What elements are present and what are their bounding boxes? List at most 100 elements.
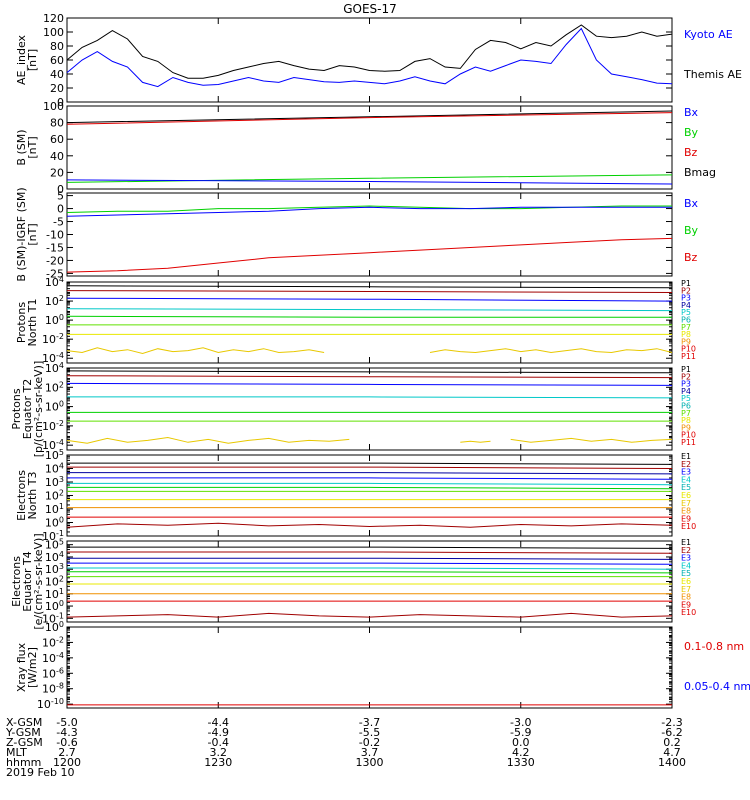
series-line-e6 xyxy=(67,571,673,574)
series-line-p8 xyxy=(66,347,325,355)
series-line-p3 xyxy=(66,382,673,386)
date-label: 2019 Feb 10 xyxy=(6,766,74,779)
y-tick-label: 100 xyxy=(45,599,64,613)
y-axis-label: [nT] xyxy=(26,223,39,245)
series-line-bz xyxy=(66,237,673,273)
legend-entry: E1 xyxy=(681,538,691,547)
y-axis-label: Xray flux xyxy=(15,642,28,692)
legend-entry: E10 xyxy=(681,608,696,617)
y-tick-label: 102 xyxy=(45,380,64,394)
x-row-value: -3.7 xyxy=(359,716,380,729)
y-axis-label: [nT] xyxy=(26,49,39,71)
y-tick-label: 10-2 xyxy=(42,419,64,433)
y-axis-label: [p/(cm²-s-sr-keV)] xyxy=(32,361,45,458)
legend-entry: E8 xyxy=(681,593,691,602)
series-line-p2 xyxy=(66,375,673,379)
y-tick-label: 0 xyxy=(57,183,64,196)
legend-entry: Bmag xyxy=(684,166,716,179)
legend-entry: P8 xyxy=(681,330,691,339)
series-line-p4 xyxy=(66,308,673,312)
y-axis-label: Protons xyxy=(15,302,28,343)
series-line-p2 xyxy=(66,290,673,293)
x-row-label: hhmm xyxy=(6,756,41,769)
legend-entry: P3 xyxy=(681,294,691,303)
y-tick-label: 60 xyxy=(50,133,64,146)
x-row-value: -4.9 xyxy=(208,726,229,739)
x-row-value: -5.0 xyxy=(56,716,77,729)
series-line-e4 xyxy=(67,562,673,565)
y-tick-label: -25 xyxy=(46,267,64,280)
y-tick-label: 10-4 xyxy=(42,651,64,665)
y-axis-label: [e/(cm²-s-sr-keV)] xyxy=(32,533,45,629)
legend-entry: E2 xyxy=(681,546,691,555)
y-tick-label: 10-6 xyxy=(42,666,64,680)
x-row-value: 2.7 xyxy=(58,746,76,759)
panel-3: -25-20-15-10-505 B (SM)-IGRF (SM)[nT] Bx By… xyxy=(15,187,699,281)
y-axis-label: North T1 xyxy=(26,299,39,347)
series-line-bx xyxy=(66,206,672,217)
legend-entry: E10 xyxy=(681,522,696,531)
series-line-e5 xyxy=(67,567,673,570)
series-line-p1 xyxy=(66,285,673,289)
series-line-p7c xyxy=(510,437,673,443)
y-tick-label: 105 xyxy=(45,538,64,552)
legend-entry: Bx xyxy=(684,106,699,119)
legend-entry: P6 xyxy=(681,402,691,411)
panel-frame xyxy=(66,626,673,709)
legend-entry: E5 xyxy=(681,483,691,492)
series-line-e11 xyxy=(66,612,673,618)
y-tick-label: 101 xyxy=(45,502,64,516)
legend-entry: P9 xyxy=(681,423,691,432)
legend-entry: 0.1-0.8 nm xyxy=(684,640,744,653)
x-row-value: 1200 xyxy=(53,756,81,769)
series-line-p3 xyxy=(66,297,673,302)
y-tick-label: 105 xyxy=(45,448,64,462)
y-tick-label: 104 xyxy=(45,275,64,289)
x-row-value: 4.7 xyxy=(663,746,681,759)
y-tick-label: 10-4 xyxy=(42,438,64,452)
legend-entry: Kyoto AE xyxy=(684,28,733,41)
x-row-label: Y-GSM xyxy=(5,726,41,739)
x-row-value: -0.4 xyxy=(208,736,229,749)
legend-entry: P5 xyxy=(681,308,691,317)
y-tick-label: 100 xyxy=(43,100,64,113)
y-axis-label: [W/m2] xyxy=(26,647,39,688)
legend-entry: E6 xyxy=(681,491,691,500)
y-tick-label: 40 xyxy=(50,68,64,81)
legend-entry: P1 xyxy=(681,279,691,288)
x-row-value: -0.2 xyxy=(359,736,380,749)
x-row-value: 1330 xyxy=(507,756,535,769)
legend-entry: Themis AE xyxy=(683,68,742,81)
series-line-e2 xyxy=(67,466,673,469)
legend-entry: Bx xyxy=(684,197,699,210)
legend-entry: E1 xyxy=(681,452,691,461)
y-tick-label: 10-4 xyxy=(42,351,64,365)
series-line-bz xyxy=(66,112,673,125)
y-tick-label: 0 xyxy=(57,203,64,216)
y-tick-label: 0 xyxy=(57,96,64,109)
series-line-e4 xyxy=(67,477,673,480)
legend-entry: P3 xyxy=(681,380,691,389)
y-axis-label: AE_index xyxy=(15,34,28,85)
y-tick-label: 102 xyxy=(45,294,64,308)
y-tick-label: -5 xyxy=(53,216,64,229)
legend-entry: E5 xyxy=(681,569,691,578)
legend-entry: E3 xyxy=(681,554,691,563)
legend-entry: By xyxy=(684,224,699,237)
legend-entry: E7 xyxy=(681,499,691,508)
y-tick-label: -15 xyxy=(46,241,64,254)
series-line-e3 xyxy=(67,472,673,475)
y-tick-label: 103 xyxy=(45,475,64,489)
legend-entry: E7 xyxy=(681,585,691,594)
series-line-by xyxy=(66,174,673,183)
legend-entry: By xyxy=(684,126,699,139)
x-row-value: -4.4 xyxy=(208,716,229,729)
y-axis-label: [nT] xyxy=(26,136,39,158)
y-tick-label: 101 xyxy=(45,587,64,601)
y-tick-label: 10-10 xyxy=(37,697,64,711)
series-line-p8b xyxy=(429,348,673,354)
series-line-bmag xyxy=(66,110,673,124)
